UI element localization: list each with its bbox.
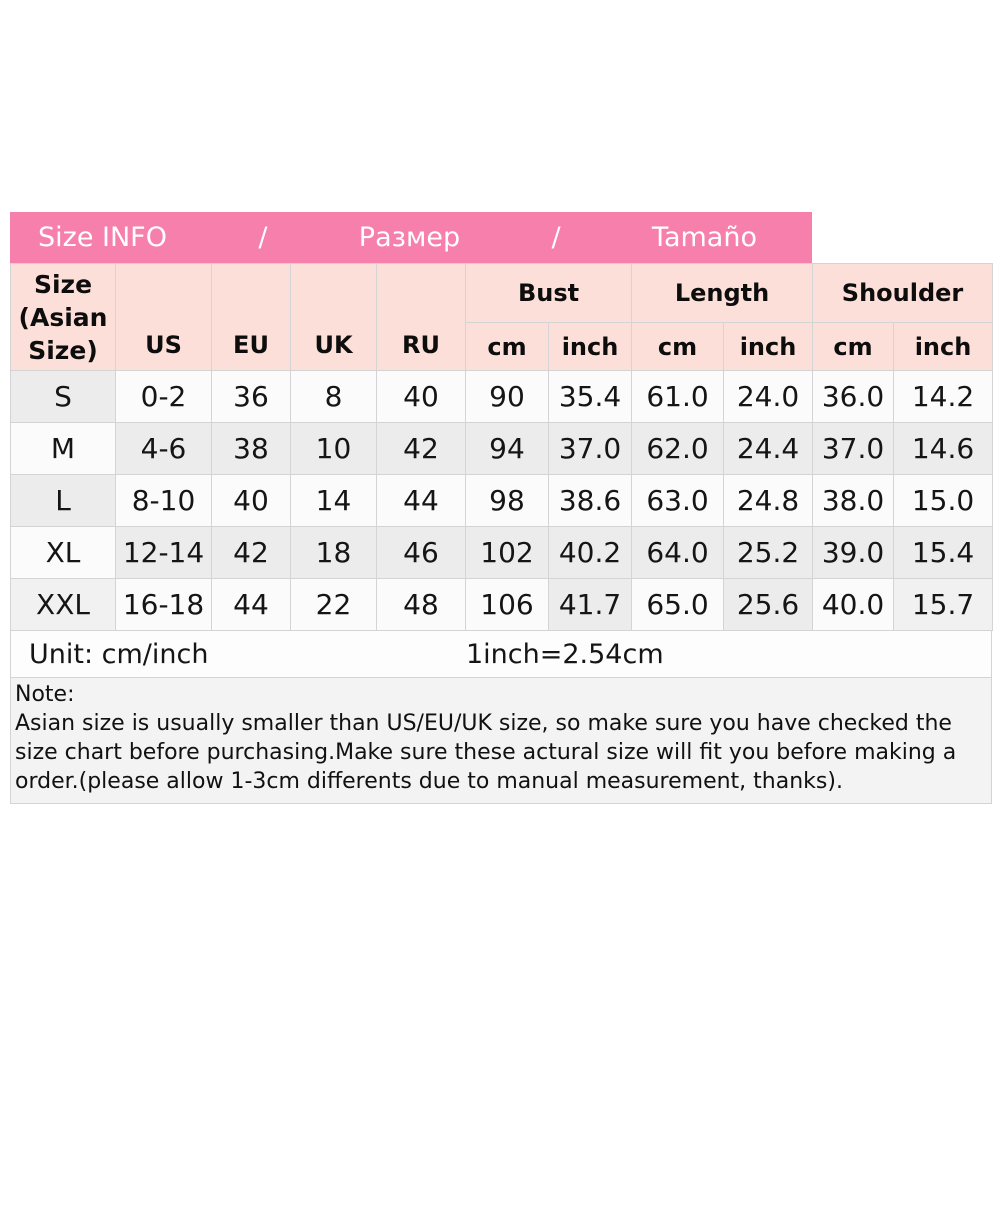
bust-cm-cell: 106 — [465, 578, 549, 631]
us-cell: 12-14 — [115, 526, 212, 579]
note-line: Asian size is usually smaller than US/EU… — [15, 711, 952, 736]
shoulder-cm-cell: 37.0 — [812, 422, 895, 475]
header-bust-inch: inch — [547, 322, 633, 371]
table-row-s: S 0-2 36 8 40 90 35.4 61.0 24.0 36.0 14.… — [10, 370, 994, 423]
uk-cell: 14 — [290, 474, 377, 527]
table-row-xl: XL 12-14 42 18 46 102 40.2 64.0 25.2 39.… — [10, 526, 994, 579]
bust-cm-cell: 102 — [465, 526, 549, 579]
header-shoulder-inch: inch — [893, 322, 994, 371]
bust-inch-cell: 37.0 — [547, 422, 633, 475]
note-line: order.(please allow 1-3cm differents due… — [15, 769, 843, 794]
length-inch-cell: 25.2 — [723, 526, 814, 579]
shoulder-cm-cell: 39.0 — [812, 526, 895, 579]
eu-cell: 42 — [211, 526, 291, 579]
header-uk: UK — [290, 263, 377, 371]
shoulder-inch-cell: 15.7 — [893, 578, 994, 631]
uk-cell: 22 — [290, 578, 377, 631]
banner-separator: / — [258, 222, 268, 253]
length-inch-cell: 24.8 — [723, 474, 814, 527]
header-shoulder: Shoulder — [812, 263, 994, 323]
table-row-m: M 4-6 38 10 42 94 37.0 62.0 24.4 37.0 14… — [10, 422, 994, 475]
length-inch-cell: 24.0 — [723, 370, 814, 423]
header-length-cm: cm — [631, 322, 725, 371]
table-row-xxl: XXL 16-18 44 22 48 106 41.7 65.0 25.6 40… — [10, 578, 994, 631]
shoulder-inch-cell: 14.2 — [893, 370, 994, 423]
eu-cell: 38 — [211, 422, 291, 475]
size-cell: L — [10, 474, 116, 527]
shoulder-inch-cell: 15.0 — [893, 474, 994, 527]
size-cell: XL — [10, 526, 116, 579]
size-table: Size (Asian Size) US EU UK RU Bust Lengt… — [10, 263, 994, 631]
length-inch-cell: 24.4 — [723, 422, 814, 475]
eu-cell: 36 — [211, 370, 291, 423]
length-cm-cell: 62.0 — [631, 422, 725, 475]
ru-cell: 48 — [376, 578, 466, 631]
size-cell: M — [10, 422, 116, 475]
note-title: Note: — [15, 682, 75, 707]
header-row-groups: Size (Asian Size) US EU UK RU Bust Lengt… — [10, 263, 994, 371]
header-bust-cm: cm — [465, 322, 549, 371]
us-cell: 0-2 — [115, 370, 212, 423]
ru-cell: 44 — [376, 474, 466, 527]
us-cell: 16-18 — [115, 578, 212, 631]
corner-line: Size — [33, 269, 93, 299]
shoulder-inch-cell: 14.6 — [893, 422, 994, 475]
header-bust: Bust — [464, 263, 633, 323]
us-cell: 8-10 — [115, 474, 212, 527]
uk-cell: 10 — [290, 422, 377, 475]
corner-line: Size) — [28, 335, 98, 365]
note-line: size chart before purchasing.Make sure t… — [15, 740, 957, 765]
header-length-inch: inch — [723, 322, 814, 371]
note-section: Note: Asian size is usually smaller than… — [10, 678, 992, 804]
unit-label: Unit: cm/inch — [29, 638, 209, 670]
uk-cell: 8 — [290, 370, 377, 423]
bust-cm-cell: 94 — [465, 422, 549, 475]
shoulder-inch-cell: 15.4 — [893, 526, 994, 579]
header-shoulder-cm: cm — [812, 322, 895, 371]
size-info-banner: Size INFO / Размер / Tamaño — [10, 212, 812, 263]
size-cell: XXL — [10, 578, 116, 631]
bust-inch-cell: 40.2 — [547, 526, 633, 579]
bust-cm-cell: 90 — [465, 370, 549, 423]
bust-cm-cell: 98 — [465, 474, 549, 527]
bust-inch-cell: 41.7 — [547, 578, 633, 631]
conversion-label: 1inch=2.54cm — [466, 638, 664, 670]
size-cell: S — [10, 370, 116, 423]
uk-cell: 18 — [290, 526, 377, 579]
bust-inch-cell: 38.6 — [547, 474, 633, 527]
eu-cell: 44 — [211, 578, 291, 631]
eu-cell: 40 — [211, 474, 291, 527]
length-cm-cell: 61.0 — [631, 370, 725, 423]
length-cm-cell: 63.0 — [631, 474, 725, 527]
banner-title-ru: Размер — [358, 222, 461, 253]
ru-cell: 42 — [376, 422, 466, 475]
ru-cell: 40 — [376, 370, 466, 423]
corner-line: (Asian — [18, 302, 108, 332]
header-us: US — [115, 263, 212, 371]
banner-title-es: Tamaño — [651, 222, 757, 253]
header-length: Length — [631, 263, 814, 323]
shoulder-cm-cell: 36.0 — [812, 370, 895, 423]
header-ru: RU — [376, 263, 466, 371]
shoulder-cm-cell: 40.0 — [812, 578, 895, 631]
corner-header-asian-size: Size (Asian Size) — [10, 263, 116, 371]
unit-row: Unit: cm/inch 1inch=2.54cm — [10, 631, 992, 678]
length-cm-cell: 65.0 — [631, 578, 725, 631]
length-inch-cell: 25.6 — [723, 578, 814, 631]
shoulder-cm-cell: 38.0 — [812, 474, 895, 527]
size-chart: Size INFO / Размер / Tamaño Size (Asian … — [10, 212, 994, 804]
length-cm-cell: 64.0 — [631, 526, 725, 579]
banner-title-en: Size INFO — [38, 222, 167, 253]
header-row-units: cm inch cm inch cm inch — [11, 322, 994, 371]
bust-inch-cell: 35.4 — [547, 370, 633, 423]
us-cell: 4-6 — [115, 422, 212, 475]
ru-cell: 46 — [376, 526, 466, 579]
header-eu: EU — [211, 263, 291, 371]
table-row-l: L 8-10 40 14 44 98 38.6 63.0 24.8 38.0 1… — [10, 474, 994, 527]
banner-separator: / — [551, 222, 561, 253]
